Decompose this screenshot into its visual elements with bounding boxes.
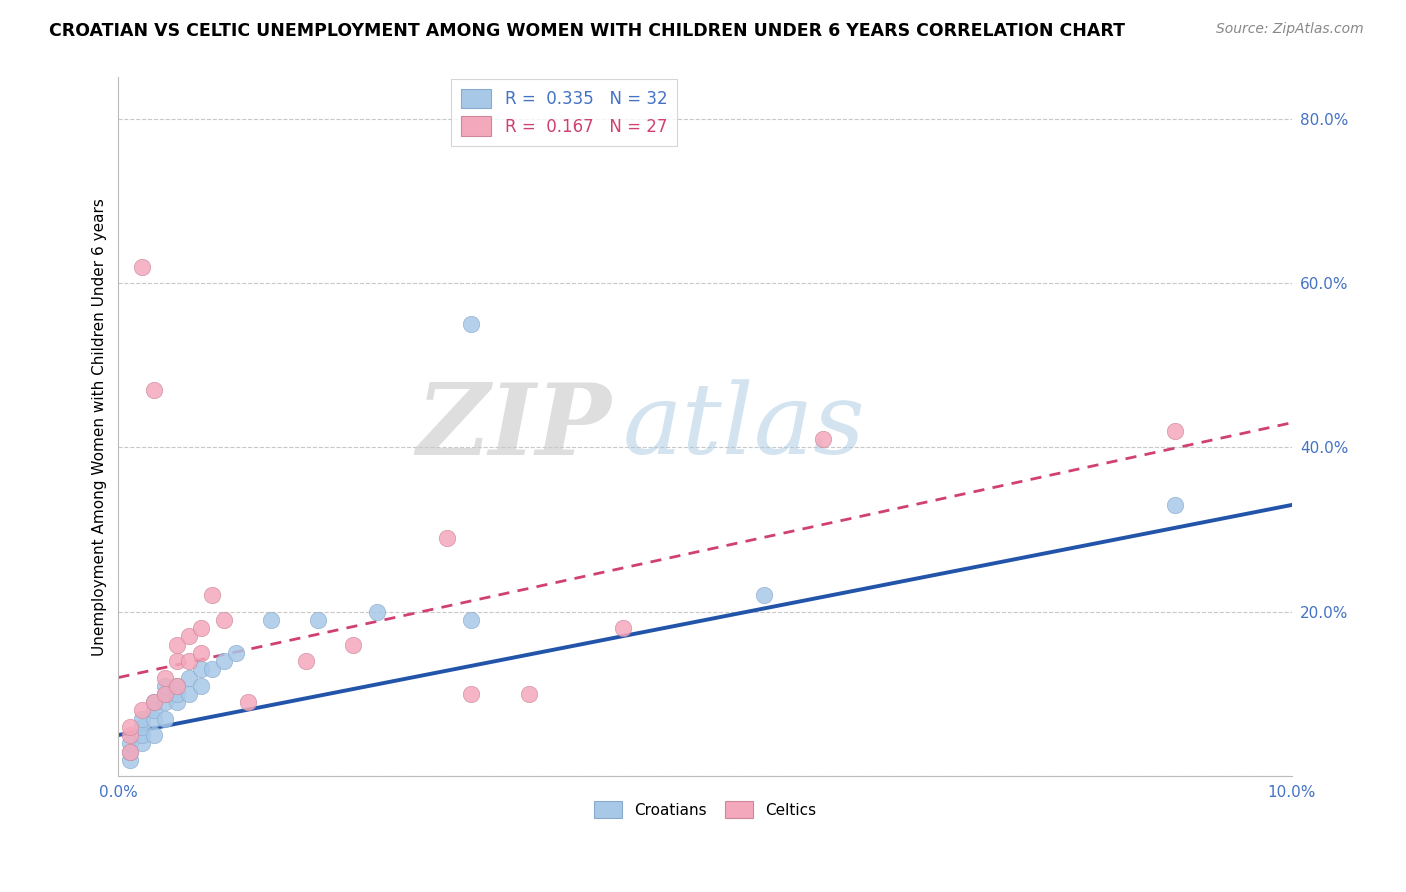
Point [295, 654, 318, 668]
Point [460, 317, 482, 331]
Point [155, 671, 177, 685]
Point [1163, 498, 1185, 512]
Point [517, 687, 540, 701]
Point [177, 654, 200, 668]
Point [166, 679, 188, 693]
Point [142, 703, 165, 717]
Point [436, 531, 458, 545]
Text: Source: ZipAtlas.com: Source: ZipAtlas.com [1216, 22, 1364, 37]
Point [142, 383, 165, 397]
Point [236, 695, 259, 709]
Point [120, 753, 142, 767]
Point [752, 588, 775, 602]
Point [190, 662, 212, 676]
Point [131, 260, 153, 274]
Point [190, 621, 212, 635]
Point [155, 695, 177, 709]
Point [142, 695, 165, 709]
Point [120, 720, 142, 734]
Point [342, 638, 364, 652]
Point [120, 745, 142, 759]
Point [177, 687, 200, 701]
Point [201, 588, 224, 602]
Point [201, 662, 224, 676]
Point [166, 695, 188, 709]
Point [155, 687, 177, 701]
Point [177, 671, 200, 685]
Point [177, 629, 200, 643]
Point [131, 736, 153, 750]
Point [212, 613, 235, 627]
Point [155, 687, 177, 701]
Point [166, 679, 188, 693]
Point [190, 679, 212, 693]
Point [155, 679, 177, 693]
Point [166, 687, 188, 701]
Legend: Croatians, Celtics: Croatians, Celtics [588, 795, 823, 824]
Point [190, 646, 212, 660]
Point [131, 703, 153, 717]
Point [120, 728, 142, 742]
Text: atlas: atlas [623, 379, 866, 475]
Point [166, 638, 188, 652]
Text: CROATIAN VS CELTIC UNEMPLOYMENT AMONG WOMEN WITH CHILDREN UNDER 6 YEARS CORRELAT: CROATIAN VS CELTIC UNEMPLOYMENT AMONG WO… [49, 22, 1125, 40]
Point [131, 712, 153, 726]
Point [155, 712, 177, 726]
Point [142, 695, 165, 709]
Point [131, 720, 153, 734]
Point [225, 646, 247, 660]
Point [131, 728, 153, 742]
Point [460, 687, 482, 701]
Point [120, 745, 142, 759]
Point [1163, 424, 1185, 438]
Point [460, 613, 482, 627]
Point [366, 605, 388, 619]
Point [260, 613, 283, 627]
Text: ZIP: ZIP [416, 378, 612, 475]
Point [120, 736, 142, 750]
Point [212, 654, 235, 668]
Point [612, 621, 634, 635]
Y-axis label: Unemployment Among Women with Children Under 6 years: Unemployment Among Women with Children U… [93, 198, 107, 656]
Point [811, 432, 834, 446]
Point [166, 654, 188, 668]
Point [142, 712, 165, 726]
Point [307, 613, 329, 627]
Point [142, 728, 165, 742]
